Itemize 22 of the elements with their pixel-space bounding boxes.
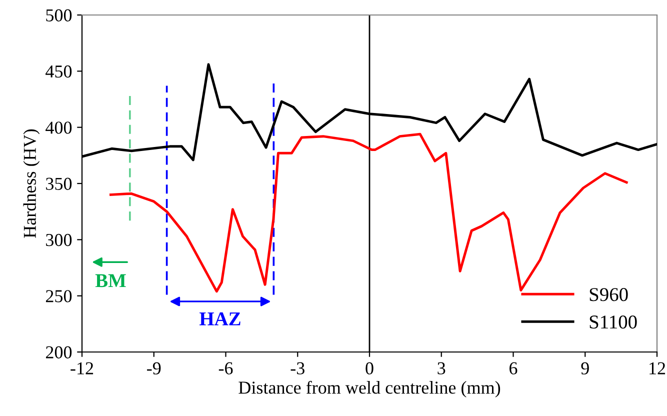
y-tick-label: 350 bbox=[46, 178, 72, 190]
y-tick-label: 450 bbox=[46, 65, 72, 78]
y-tick-label: 300 bbox=[46, 234, 72, 246]
x-tick-label: 3 bbox=[438, 362, 446, 374]
y-tick-label: 250 bbox=[46, 290, 72, 302]
x-tick-label: 0 bbox=[366, 362, 374, 374]
x-tick-label: -3 bbox=[290, 362, 304, 374]
y-tick-label: 400 bbox=[46, 122, 72, 134]
annotation: BM bbox=[95, 274, 126, 288]
x-tick-label: 6 bbox=[510, 362, 518, 374]
x-tick-label: -6 bbox=[218, 362, 233, 374]
y-tick-label: 200 bbox=[46, 346, 72, 358]
x-tick-label: -12 bbox=[70, 362, 94, 374]
legend-label: S1100 bbox=[590, 315, 637, 329]
x-tick-label: 12 bbox=[650, 362, 666, 374]
annotation: HAZ bbox=[200, 312, 240, 326]
x-axis-title: Distance from weld centreline (mm) bbox=[238, 380, 500, 398]
y-tick-label: 500 bbox=[46, 9, 72, 22]
legend-label: S960 bbox=[590, 288, 628, 302]
x-tick-label: 9 bbox=[581, 362, 589, 374]
y-axis-title: Hardness (HV) bbox=[23, 129, 40, 238]
x-tick-label: -9 bbox=[147, 362, 161, 374]
